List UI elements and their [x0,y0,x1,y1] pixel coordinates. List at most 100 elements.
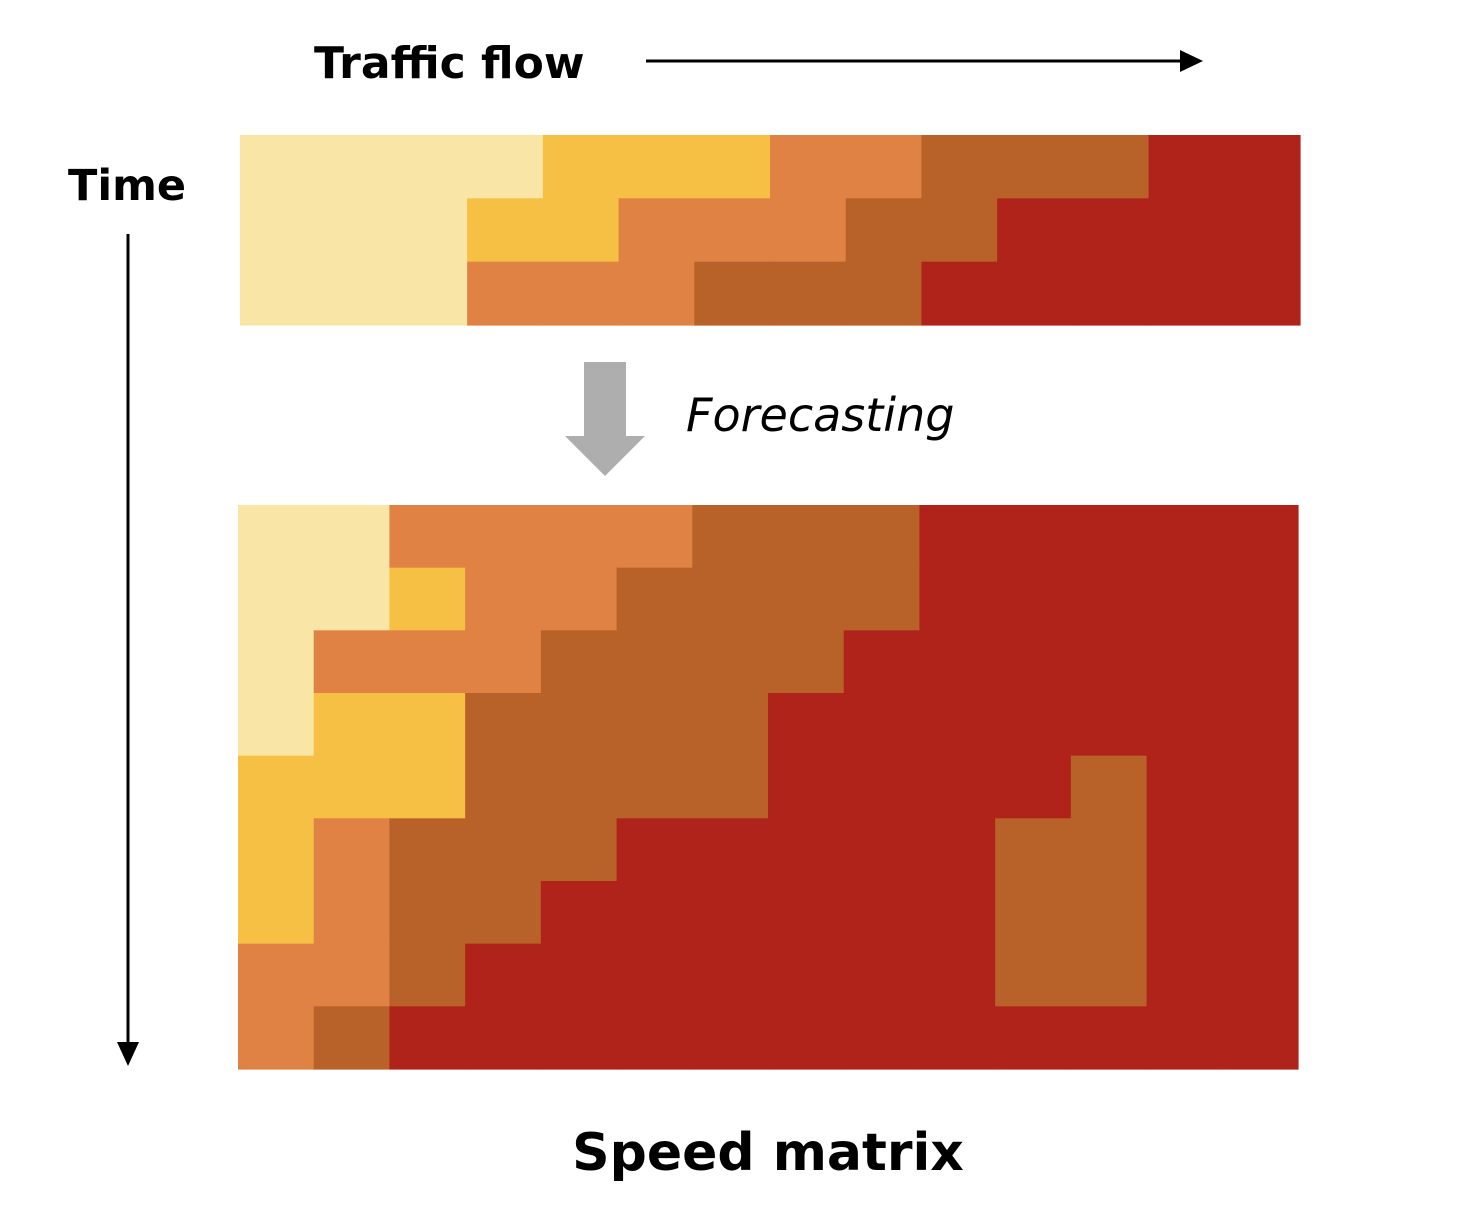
output-cell-r3-c4 [540,693,618,757]
output-cell-r5-c4 [540,818,618,882]
output-cell-r1-c9 [919,567,996,631]
output-cell-r8-c7 [768,1006,845,1070]
input-cell-r0-c6 [694,135,771,199]
output-cell-r8-c0 [238,1006,315,1070]
input-cell-r1-c1 [315,198,393,263]
output-cell-r7-c9 [919,943,996,1007]
output-cell-r7-c5 [616,943,693,1007]
output-cell-r2-c10 [995,630,1072,694]
output-cell-r8-c1 [313,1006,391,1070]
output-cell-r0-c0 [238,505,315,569]
input-cell-r2-c11 [1072,261,1150,326]
input-cell-r2-c9 [921,261,998,326]
output-cell-r5-c11 [1070,818,1148,882]
output-cell-r0-c4 [540,505,618,569]
input-cell-r2-c0 [240,261,317,326]
input-cell-r0-c12 [1148,135,1225,199]
output-cell-r1-c6 [692,567,769,631]
output-cell-r1-c7 [768,567,845,631]
output-cell-r7-c12 [1146,943,1223,1007]
output-cell-r0-c8 [843,505,921,569]
output-cell-r7-c11 [1070,943,1148,1007]
input-cell-r0-c0 [240,135,317,199]
output-cell-r6-c10 [995,881,1072,945]
output-cell-r4-c1 [313,755,391,819]
output-cell-r2-c13 [1222,630,1299,694]
input-cell-r1-c11 [1072,198,1150,263]
input-cell-r1-c3 [467,198,544,263]
output-cell-r4-c13 [1222,755,1299,819]
output-cell-r8-c8 [843,1006,921,1070]
output-cell-r1-c11 [1070,567,1148,631]
input-cell-r2-c13 [1224,261,1301,326]
output-cell-r1-c0 [238,567,315,631]
output-cell-r8-c10 [995,1006,1072,1070]
input-cell-r2-c12 [1148,261,1225,326]
output-cell-r5-c3 [465,818,542,882]
input-cell-r1-c12 [1148,198,1225,263]
output-cell-r2-c4 [540,630,618,694]
output-cell-r7-c7 [768,943,845,1007]
input-cell-r1-c6 [694,198,771,263]
output-cell-r2-c9 [919,630,996,694]
output-cell-r5-c10 [995,818,1072,882]
output-cell-r3-c13 [1222,693,1299,757]
output-cell-r8-c2 [389,1006,466,1070]
input-cell-r2-c4 [542,261,620,326]
output-cell-r2-c3 [465,630,542,694]
input-cell-r2-c7 [770,261,847,326]
output-cell-r2-c12 [1146,630,1223,694]
output-cell-r6-c3 [465,881,542,945]
input-cell-r1-c0 [240,198,317,263]
input-cell-r1-c2 [391,198,468,263]
output-cell-r4-c5 [616,755,693,819]
input-cell-r0-c4 [542,135,620,199]
output-cell-r3-c7 [768,693,845,757]
output-cell-r6-c11 [1070,881,1148,945]
output-cell-r0-c9 [919,505,996,569]
input-cell-r1-c8 [845,198,923,263]
output-cell-r2-c2 [389,630,466,694]
output-cell-r8-c3 [465,1006,542,1070]
output-cell-r0-c5 [616,505,693,569]
output-cell-r1-c1 [313,567,391,631]
output-cell-r7-c1 [313,943,391,1007]
output-cell-r7-c3 [465,943,542,1007]
output-cell-r1-c13 [1222,567,1299,631]
input-cell-r2-c8 [845,261,923,326]
output-cell-r4-c2 [389,755,466,819]
input-cell-r0-c10 [997,135,1074,199]
input-cell-r2-c3 [467,261,544,326]
output-cell-r6-c0 [238,881,315,945]
input-cell-r1-c5 [618,198,695,263]
input-speed-matrix [240,135,1301,326]
output-cell-r0-c11 [1070,505,1148,569]
output-cell-r3-c6 [692,693,769,757]
output-cell-r6-c9 [919,881,996,945]
output-cell-r5-c7 [768,818,845,882]
output-cell-r8-c4 [540,1006,618,1070]
output-cell-r3-c11 [1070,693,1148,757]
input-cell-r2-c2 [391,261,468,326]
input-cell-r1-c10 [997,198,1074,263]
output-cell-r2-c6 [692,630,769,694]
output-cell-r4-c6 [692,755,769,819]
input-cell-r1-c7 [770,198,847,263]
output-cell-r8-c5 [616,1006,693,1070]
input-cell-r0-c7 [770,135,847,199]
output-cell-r1-c8 [843,567,921,631]
output-cell-r3-c8 [843,693,921,757]
input-cell-r0-c13 [1224,135,1301,199]
input-cell-r1-c9 [921,198,998,263]
traffic-flow-arrow [646,50,1203,72]
output-cell-r1-c5 [616,567,693,631]
output-cell-r1-c3 [465,567,542,631]
output-speed-matrix [238,505,1299,1070]
output-cell-r1-c12 [1146,567,1223,631]
output-cell-r6-c12 [1146,881,1223,945]
output-cell-r4-c8 [843,755,921,819]
output-cell-r0-c12 [1146,505,1223,569]
output-cell-r2-c0 [238,630,315,694]
output-cell-r0-c3 [465,505,542,569]
